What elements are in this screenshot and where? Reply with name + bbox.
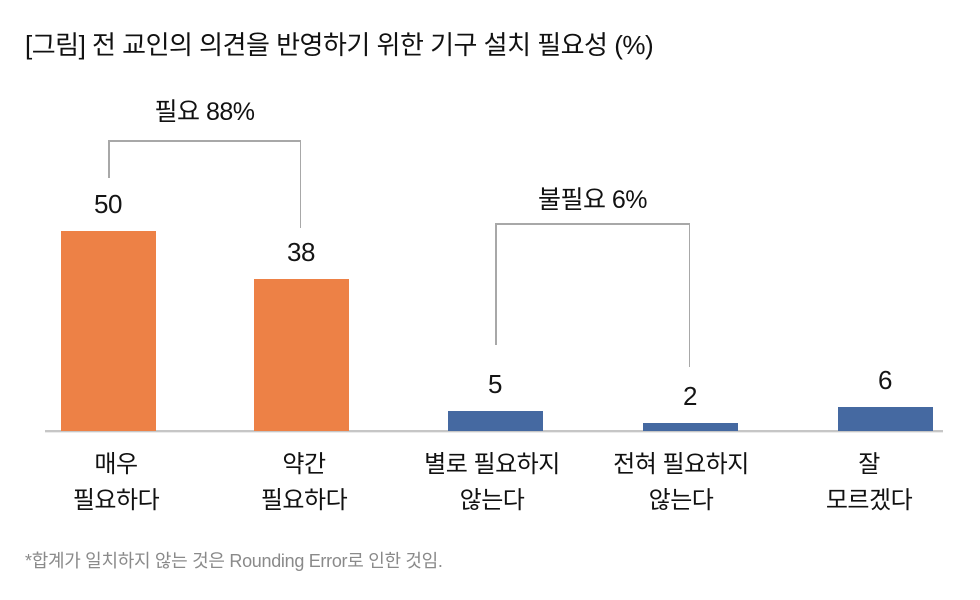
category-label-line: 않는다 (648, 487, 714, 514)
bracket-label-1: 필요 88% (154, 98, 255, 126)
category-label-line: 잘 (858, 451, 880, 478)
bar-4 (642, 423, 738, 431)
chart-title: [그림] 전 교인의 의견을 반영하기 위한 기구 설치 필요성 (%) (25, 30, 654, 60)
bracket-top-line-1 (108, 140, 301, 142)
bracket-left-leg-2 (495, 223, 497, 345)
category-label-line: 전혀 필요하지 (613, 451, 749, 478)
bracket-label-2: 불필요 6% (537, 186, 648, 214)
bar-3 (447, 411, 543, 431)
bar-2 (253, 279, 349, 431)
category-label-line: 모르겠다 (825, 487, 913, 514)
bracket-right-leg-1 (299, 140, 301, 228)
bar-5 (837, 407, 933, 431)
bracket-top-line-2 (495, 223, 690, 225)
value-label-5: 6 (878, 365, 892, 395)
category-label-line: 별로 필요하지 (424, 451, 560, 478)
value-label-2: 38 (287, 237, 315, 267)
value-label-3: 5 (488, 369, 502, 399)
category-label-line: 매우 (94, 451, 138, 478)
category-label-line: 않는다 (459, 487, 525, 514)
bracket-left-leg-1 (108, 140, 110, 178)
x-axis-line (45, 430, 943, 432)
category-label-line: 약간 (282, 451, 326, 478)
category-label-line: 필요하다 (72, 487, 160, 514)
bar-1 (60, 231, 156, 431)
value-label-1: 50 (94, 189, 122, 219)
category-label-line: 필요하다 (260, 487, 348, 514)
bracket-right-leg-2 (688, 223, 690, 367)
value-label-4: 2 (683, 381, 697, 411)
chart-footnote: *합계가 일치하지 않는 것은 Rounding Error로 인한 것임. (25, 551, 443, 571)
